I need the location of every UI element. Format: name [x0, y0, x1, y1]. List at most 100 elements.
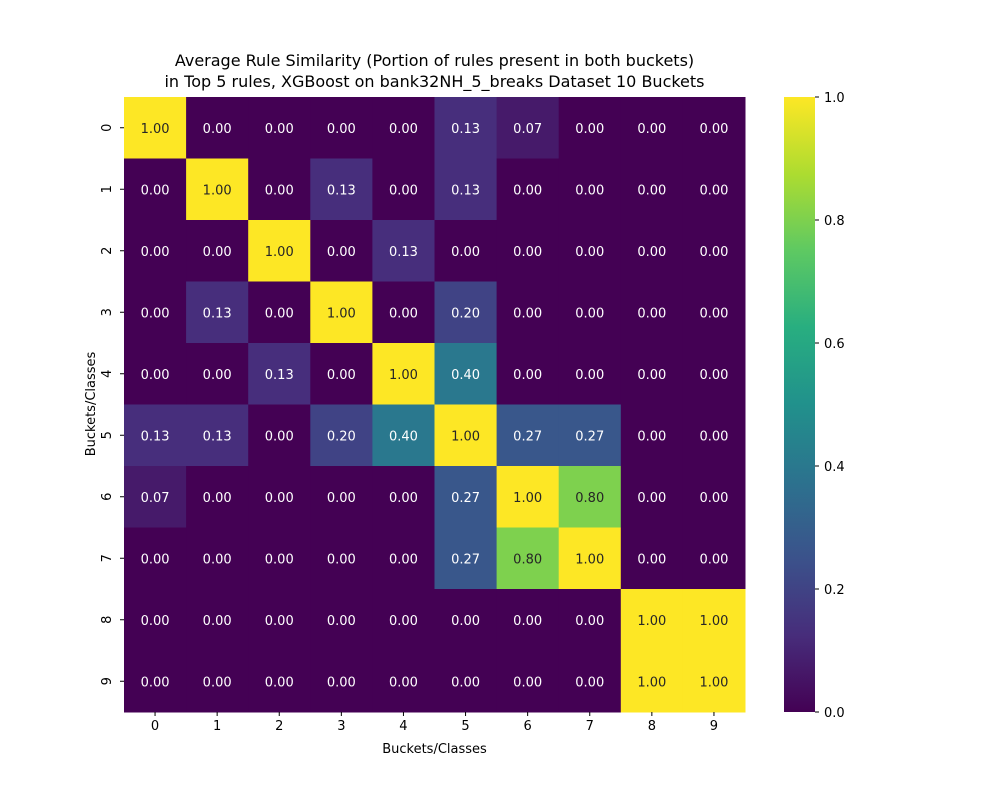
cell-value-label: 0.00 [699, 552, 728, 567]
heatmap-cell [434, 97, 498, 159]
heatmap-cell [434, 281, 498, 344]
cell-value-label: 0.13 [203, 429, 232, 444]
cell-value-label: 0.00 [141, 368, 170, 383]
heatmap-cell [682, 466, 746, 528]
heatmap-cell [186, 281, 249, 344]
heatmap-cell [372, 466, 435, 528]
cell-value-label: 0.13 [451, 183, 480, 198]
cell-value-label: 0.00 [637, 122, 666, 137]
heatmap-cell [186, 527, 249, 590]
heatmap-cell [496, 404, 560, 467]
cell-value-label: 0.00 [265, 614, 294, 629]
heatmap-cell [248, 589, 311, 651]
heatmap-cell [620, 650, 684, 713]
heatmap-cell [310, 158, 373, 221]
x-tick-label: 1 [213, 719, 221, 734]
heatmap-cell [434, 158, 498, 221]
cell-value-label: 0.00 [203, 368, 232, 383]
cell-value-label: 0.20 [451, 306, 480, 321]
heatmap-cell [558, 220, 622, 282]
cell-value-label: 0.00 [141, 245, 170, 260]
heatmap-cell [558, 281, 622, 344]
cell-value-label: 0.13 [203, 306, 232, 321]
cell-value-label: 0.00 [699, 368, 728, 383]
heatmap-cell [682, 158, 746, 221]
colorbar-tick-label: 0.6 [824, 337, 845, 352]
heatmap-cell [496, 220, 560, 282]
heatmap-cell [248, 220, 311, 282]
cell-value-label: 0.00 [327, 368, 356, 383]
cell-value-label: 0.00 [389, 675, 418, 690]
cell-value-label: 0.07 [513, 122, 542, 137]
heatmap-cell [310, 97, 373, 159]
heatmap-cell [186, 589, 249, 651]
heatmap-cell [496, 527, 560, 590]
cell-value-label: 0.00 [637, 245, 666, 260]
heatmap-cell [496, 281, 560, 344]
cell-value-label: 0.13 [389, 245, 418, 260]
cell-value-label: 0.00 [389, 552, 418, 567]
heatmap-cell [558, 97, 622, 159]
heatmap-cell [372, 97, 435, 159]
heatmap-cell [434, 220, 498, 282]
y-tick-label: 4 [100, 370, 115, 378]
cell-value-label: 0.00 [451, 614, 480, 629]
colorbar-tick-label: 0.0 [824, 706, 845, 721]
cell-value-label: 0.00 [699, 491, 728, 506]
cell-value-label: 0.00 [389, 183, 418, 198]
cell-value-label: 1.00 [699, 675, 728, 690]
y-tick-label: 9 [100, 677, 115, 685]
cell-value-label: 0.00 [265, 306, 294, 321]
cell-value-label: 0.27 [513, 429, 542, 444]
heatmap-cell [124, 281, 187, 344]
x-tick-label: 8 [648, 719, 656, 734]
heatmap-cell [124, 220, 187, 282]
cell-value-label: 1.00 [327, 306, 356, 321]
cell-value-label: 0.00 [141, 552, 170, 567]
x-tick-label: 6 [524, 719, 532, 734]
heatmap-cell [310, 650, 373, 713]
cell-value-label: 0.13 [265, 368, 294, 383]
x-tick-label: 5 [461, 719, 469, 734]
heatmap-cell [620, 158, 684, 221]
cell-value-label: 1.00 [575, 552, 604, 567]
y-axis-label: Buckets/Classes [84, 351, 99, 456]
cell-value-label: 0.00 [637, 183, 666, 198]
heatmap-cell [434, 650, 498, 713]
cell-value-label: 0.00 [265, 491, 294, 506]
heatmap-cell [496, 97, 560, 159]
y-tick-label: 3 [100, 308, 115, 316]
heatmap-cell [124, 650, 187, 713]
colorbar-tick-label: 0.2 [824, 583, 845, 598]
heatmap-cell [372, 281, 435, 344]
cell-value-label: 0.80 [513, 552, 542, 567]
cell-value-label: 0.00 [327, 675, 356, 690]
cell-value-label: 1.00 [203, 183, 232, 198]
cell-value-labels: 1.00 0.00 0.00 0.00 0.00 0.13 0.07 0.00 0.00 0.00… [141, 122, 729, 691]
heatmap-cell [496, 650, 560, 713]
cell-value-label: 0.27 [575, 429, 604, 444]
x-axis-label: Buckets/Classes [382, 742, 487, 757]
heatmap-cell [682, 650, 746, 713]
cell-value-label: 0.20 [327, 429, 356, 444]
cell-value-label: 0.00 [637, 552, 666, 567]
heatmap-cell [310, 589, 373, 651]
heatmap-cell [186, 343, 249, 405]
cell-value-label: 0.00 [265, 122, 294, 137]
heatmap-cell [372, 589, 435, 651]
heatmap-cell [682, 589, 746, 651]
cell-value-label: 0.00 [513, 183, 542, 198]
cell-value-label: 0.00 [451, 245, 480, 260]
colorbar-tick-label: 1.0 [824, 91, 845, 106]
heatmap-cell [248, 404, 311, 467]
cell-value-label: 0.00 [141, 675, 170, 690]
cell-value-label: 1.00 [141, 122, 170, 137]
cell-value-label: 0.00 [699, 429, 728, 444]
heatmap-cell [186, 158, 249, 221]
heatmap-cell [434, 404, 498, 467]
chart-title-line-2: in Top 5 rules, XGBoost on bank32NH_5_br… [164, 72, 705, 91]
heatmap-cell [682, 220, 746, 282]
heatmap-cell [558, 466, 622, 528]
cell-value-label: 0.00 [203, 552, 232, 567]
cell-value-label: 0.13 [451, 122, 480, 137]
